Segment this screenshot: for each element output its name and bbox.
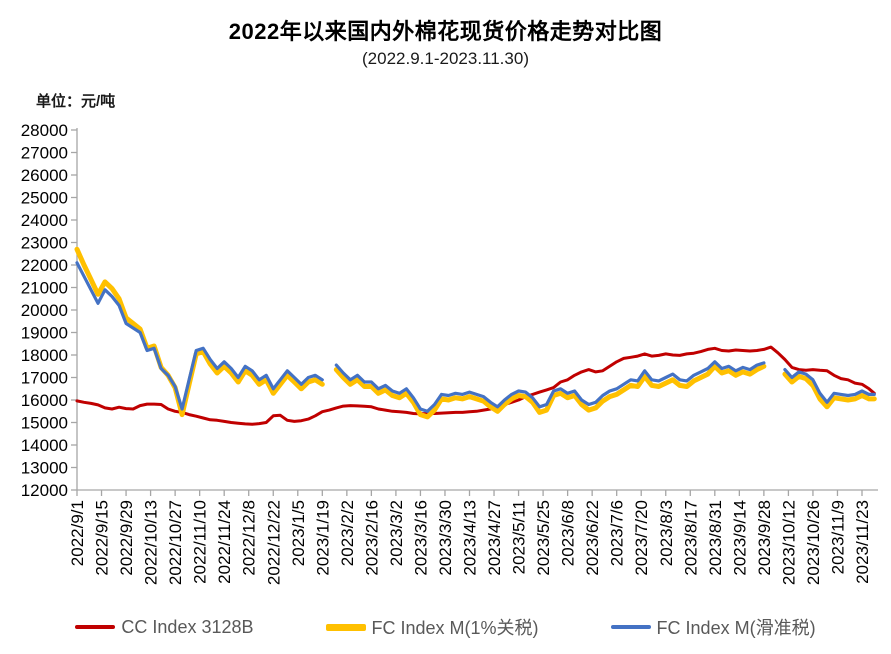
y-axis-tick-label: 19000 [21,324,68,343]
x-axis-tick-label: 2022/9/1 [68,500,87,566]
y-axis-tick-label: 14000 [21,436,68,455]
legend-label-1: FC Index M(1%关税) [371,618,539,638]
x-axis-tick-label: 2023/3/30 [436,500,455,576]
x-axis-tick-label: 2023/8/17 [681,500,700,576]
x-axis-tick-label: 2023/3/2 [387,500,406,566]
x-axis-tick-label: 2023/6/8 [559,500,578,566]
y-axis-tick-label: 28000 [21,121,68,140]
x-axis-tick-label: 2023/9/14 [730,500,749,576]
legend-swatch-1 [325,623,366,631]
x-axis-tick-label: 2023/6/22 [583,500,602,576]
x-axis-tick-label: 2023/5/25 [534,500,553,576]
x-axis-tick-label: 2022/9/29 [117,500,136,576]
x-axis-tick-label: 2023/10/12 [779,500,798,585]
legend-label-2: FC Index M(滑准税) [656,618,816,638]
x-axis-tick-label: 2022/12/22 [264,500,283,585]
y-axis-tick-label: 13000 [21,459,68,478]
y-axis-tick-label: 18000 [21,346,68,365]
chart-legend: CC Index 3128B FC Index M(1%关税) FC Index M… [0,614,891,640]
y-axis-tick-label: 21000 [21,279,68,298]
x-axis-tick-label: 2023/8/31 [706,500,725,576]
x-axis-tick-label: 2022/10/27 [166,500,185,585]
y-axis-tick-label: 24000 [21,211,68,230]
x-axis-tick-label: 2023/7/6 [608,500,627,566]
x-axis-tick-label: 2023/11/23 [853,500,872,584]
x-axis-tick-label: 2022/9/15 [93,500,112,576]
legend-swatch-2 [610,625,651,629]
x-axis-tick-label: 2023/1/19 [313,500,332,576]
legend-item-0: CC Index 3128B [75,616,254,638]
y-axis-tick-label: 20000 [21,301,68,320]
x-axis-tick-label: 2022/11/10 [191,500,210,584]
legend-item-1: FC Index M(1%关税) [325,614,539,640]
x-axis-tick-label: 2022/12/8 [240,500,259,576]
x-axis-tick-label: 2023/10/26 [804,500,823,585]
y-axis-tick-label: 17000 [21,369,68,388]
x-axis-tick-label: 2023/7/20 [632,500,651,576]
legend-swatch-0 [75,625,116,629]
chart-title: 2022年以来国内外棉花现货价格走势对比图 [228,19,663,44]
chart-subtitle: (2022.9.1-2023.11.30) [362,49,529,68]
y-axis-tick-label: 23000 [21,234,68,253]
y-axis-tick-label: 22000 [21,256,68,275]
series-line-1 [74,246,877,420]
x-axis-tick-label: 2023/2/2 [338,500,357,566]
series-line-2 [75,261,876,413]
y-axis-tick-label: 26000 [21,166,68,185]
x-axis-tick-label: 2023/8/3 [657,500,676,566]
x-axis-tick-label: 2023/11/9 [828,500,847,574]
legend-label-0: CC Index 3128B [121,616,254,637]
x-axis-tick-label: 2023/1/5 [289,500,308,566]
y-axis-tick-label: 15000 [21,414,68,433]
legend-item-2: FC Index M(滑准税) [610,614,816,640]
x-axis-tick-label: 2022/10/13 [142,500,161,585]
series-line-0 [75,345,876,426]
x-axis-tick-label: 2023/4/13 [461,500,480,576]
x-axis-tick-label: 2023/9/28 [755,500,774,576]
y-axis-tick-label: 25000 [21,189,68,208]
y-axis-tick-label: 12000 [21,481,68,500]
x-axis-tick-label: 2023/2/16 [362,500,381,576]
y-axis-tick-label: 27000 [21,144,68,163]
x-axis-tick-label: 2023/3/16 [411,500,430,576]
y-axis-tick-label: 16000 [21,391,68,410]
unit-label: 单位：元/吨 [36,93,116,110]
x-axis-tick-label: 2022/11/24 [215,500,234,584]
x-axis-tick-label: 2023/5/11 [510,500,529,574]
x-axis-tick-label: 2023/4/27 [485,500,504,576]
